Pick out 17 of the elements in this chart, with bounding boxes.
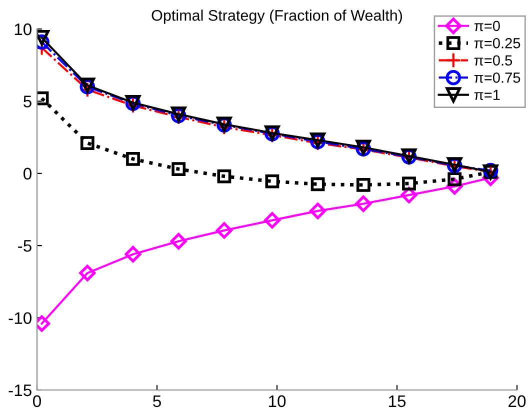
legend-label: π=0: [474, 20, 500, 32]
y-tick-label: 10: [14, 23, 32, 36]
y-tick-label: 0: [24, 168, 32, 180]
x-tick-label: 15: [389, 395, 406, 408]
x-tick-label: 0: [33, 395, 41, 408]
x-tick-label: 10: [269, 395, 286, 408]
x-tick-label: 5: [153, 395, 161, 408]
legend-label: π=0.75: [474, 72, 520, 83]
y-tick-label: 5: [24, 96, 32, 108]
y-tick-label: -15: [8, 384, 32, 396]
legend-label: π=0.25: [474, 38, 520, 48]
y-tick-label: -10: [8, 312, 32, 324]
x-tick-label: 20: [508, 395, 526, 408]
legend-label: π=0.5: [474, 55, 512, 66]
legend-label: π=1: [474, 90, 500, 100]
chart-title: Optimal Strategy (Fraction of Wealth): [152, 10, 402, 24]
y-tick-label: -5: [18, 240, 32, 252]
